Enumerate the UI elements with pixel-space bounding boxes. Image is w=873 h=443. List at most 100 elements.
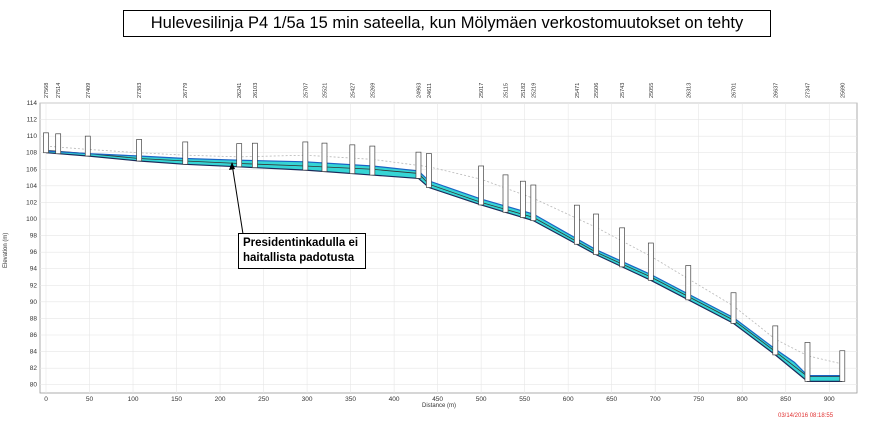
node-label: 25521 (322, 83, 328, 98)
node-label: 26637 (773, 83, 779, 98)
manhole (730, 292, 737, 324)
callout-line-1: Presidentinkadulla ei (243, 237, 359, 249)
manhole (804, 342, 811, 382)
manholes (43, 132, 846, 382)
manhole (182, 141, 189, 165)
node-label: 27514 (56, 83, 62, 98)
x-tick-label: 450 (432, 396, 443, 403)
y-tick-label: 102 (26, 199, 37, 206)
manhole (302, 141, 309, 171)
chart-title-box: Hulevesilinja P4 1/5a 15 min sateella, k… (123, 10, 771, 37)
x-tick-label: 50 (86, 396, 94, 403)
y-tick-label: 110 (27, 133, 38, 140)
manhole (43, 132, 49, 154)
manhole (84, 135, 91, 157)
x-tick-label: 150 (171, 396, 182, 403)
node-label: 25471 (575, 83, 581, 98)
manhole (520, 180, 526, 218)
x-tick-labels: 0 50 100 150 200 250 300 350 400 450 500 550 600 650 7… (44, 396, 835, 403)
manhole (647, 242, 654, 281)
y-tick-label: 84 (30, 349, 38, 356)
manhole (415, 151, 422, 179)
x-tick-label: 400 (389, 396, 400, 403)
callout-box: Presidentinkadulla ei haitallista padotu… (238, 233, 366, 269)
x-tick-label: 700 (650, 396, 661, 403)
manhole (321, 142, 328, 172)
y-tick-label: 80 (30, 382, 38, 389)
x-tick-label: 850 (780, 396, 791, 403)
node-label: 26701 (732, 83, 738, 98)
x-tick-label: 100 (128, 396, 139, 403)
manhole (839, 350, 846, 382)
timestamp: 03/14/2016 08:18:55 (778, 413, 834, 419)
x-tick-label: 500 (476, 396, 487, 403)
x-tick-label: 0 (44, 396, 48, 403)
x-tick-label: 250 (258, 396, 269, 403)
callout-arrowhead (229, 162, 235, 170)
manhole (593, 213, 599, 255)
y-tick-labels: 80 82 84 86 88 90 92 94 96 98 100 102 104 106 108 110 11… (26, 100, 37, 389)
manhole (574, 204, 580, 245)
node-label: 25055 (649, 83, 655, 98)
chart-title: Hulevesilinja P4 1/5a 15 min sateella, k… (150, 14, 744, 32)
manhole (369, 145, 376, 176)
node-label: 27409 (86, 83, 92, 98)
y-axis-label: Elevation (m) (3, 232, 9, 268)
manhole (136, 139, 142, 162)
manhole (349, 144, 356, 174)
y-tick-label: 90 (30, 299, 38, 306)
node-label: 25115 (504, 83, 510, 98)
node-label: 26103 (253, 83, 259, 98)
y-tick-label: 92 (30, 282, 38, 289)
y-tick-label: 108 (26, 150, 37, 157)
series-line (45, 145, 843, 365)
x-axis-label: Distance (m) (422, 403, 457, 409)
x-tick-label: 800 (737, 396, 748, 403)
manhole (619, 227, 625, 268)
x-tick-label: 200 (215, 396, 226, 403)
x-tick-label: 300 (302, 396, 313, 403)
node-label: 25707 (303, 83, 309, 98)
callout-line-2: haitallista padotusta (243, 252, 355, 264)
manhole (426, 153, 432, 188)
manhole (478, 165, 484, 206)
node-label: 26241 (237, 83, 243, 98)
node-label: 25269 (370, 83, 376, 98)
node-label: 25743 (620, 83, 626, 98)
node-label: 24611 (427, 83, 433, 98)
x-tick-label: 650 (606, 396, 617, 403)
y-tick-label: 88 (30, 315, 38, 322)
x-tick-label: 550 (519, 396, 530, 403)
node-label: 25182 (521, 83, 527, 98)
node-label: 25427 (350, 83, 356, 98)
node-label: 25219 (531, 83, 537, 98)
series-line (45, 150, 843, 377)
manhole (530, 184, 537, 222)
y-tick-label: 106 (26, 166, 37, 173)
node-label: 26779 (183, 83, 189, 98)
callout-arrow (231, 163, 244, 235)
y-tick-label: 94 (30, 266, 38, 273)
node-label: 25690 (840, 83, 846, 98)
x-tick-label: 900 (824, 396, 835, 403)
node-label: 27383 (137, 83, 143, 98)
x-tick-label: 750 (693, 396, 704, 403)
y-tick-label: 98 (30, 233, 38, 240)
x-tick-label: 600 (563, 396, 574, 403)
y-tick-label: 86 (30, 332, 38, 339)
node-label: 26313 (686, 83, 692, 98)
y-tick-label: 100 (26, 216, 37, 223)
x-tick-label: 350 (345, 396, 356, 403)
y-tick-label: 96 (30, 249, 38, 256)
manhole (55, 133, 62, 155)
y-tick-label: 82 (30, 365, 38, 372)
node-label: 25506 (594, 83, 600, 98)
plot-area (39, 102, 858, 394)
manhole (502, 174, 509, 213)
manhole (772, 325, 779, 356)
manhole (252, 142, 258, 168)
y-tick-label: 114 (27, 100, 38, 107)
manhole (685, 265, 692, 301)
manhole (236, 143, 243, 168)
